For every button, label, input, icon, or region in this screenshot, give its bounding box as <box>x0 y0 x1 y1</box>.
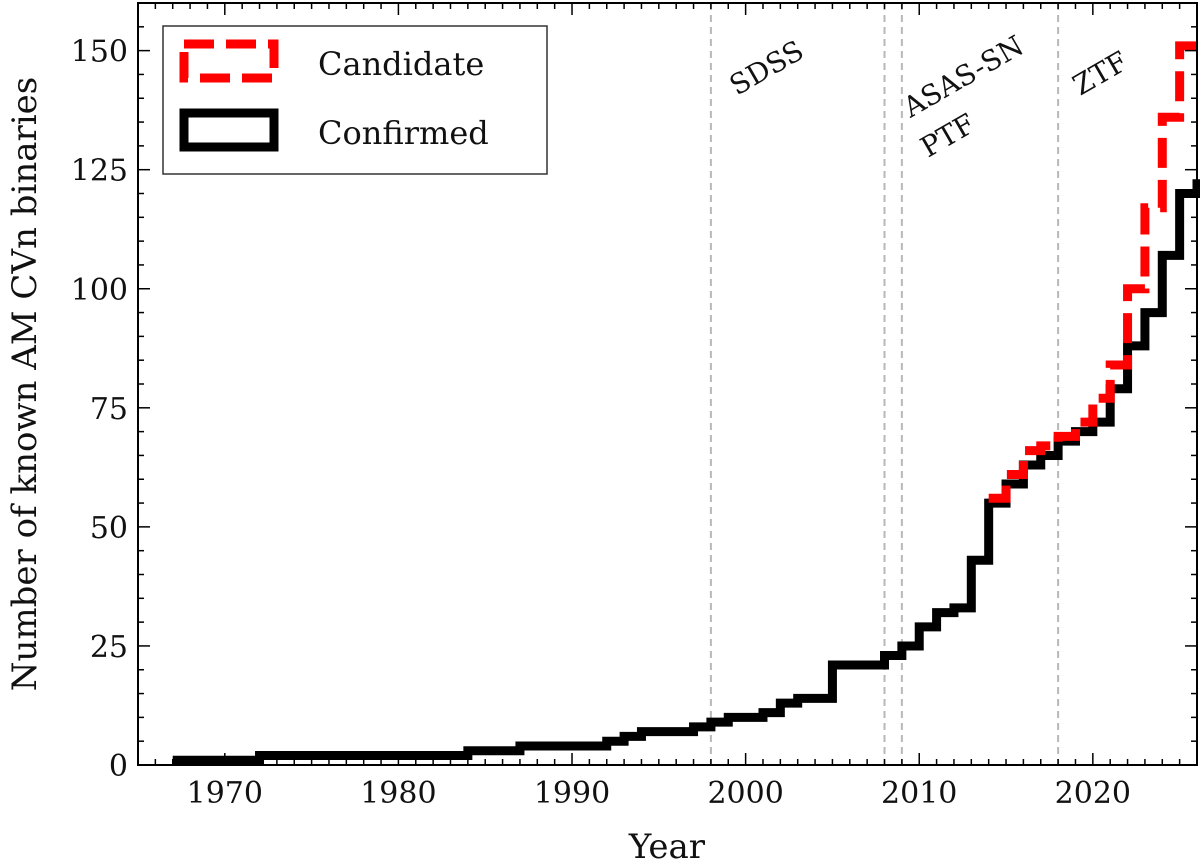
y-tick-label: 0 <box>109 749 128 784</box>
axis-ticks: 1970 1980 1990 2000 2010 2020 0 25 50 75 100 125 150 <box>71 2 1198 811</box>
legend-swatch-candidate <box>179 39 279 83</box>
y-tick-label: 150 <box>71 35 128 70</box>
x-tick-label: 1980 <box>360 776 436 811</box>
x-tick-label: 2000 <box>707 776 783 811</box>
x-tick-label: 1990 <box>534 776 610 811</box>
y-axis-title: Number of known AM CVn binaries <box>5 77 45 691</box>
x-axis-title: Year <box>628 827 706 864</box>
survey-lines <box>709 3 1060 765</box>
y-tick-label: 100 <box>71 273 128 308</box>
series-line-candidate <box>988 41 1200 503</box>
y-tick-label: 50 <box>90 511 128 546</box>
legend-label-candidate: Candidate <box>318 45 484 83</box>
y-tick-label: 125 <box>71 154 128 189</box>
y-tick-label: 25 <box>90 630 128 665</box>
y-tick-label: 75 <box>90 392 128 427</box>
legend: Candidate Confirmed <box>162 25 548 175</box>
x-tick-label: 2010 <box>881 776 957 811</box>
series-line-confirmed <box>172 179 1200 765</box>
series-lines <box>172 41 1200 765</box>
legend-swatch-confirmed <box>179 108 279 152</box>
x-tick-label: 2020 <box>1055 776 1131 811</box>
x-tick-label: 1970 <box>187 776 263 811</box>
legend-label-confirmed: Confirmed <box>318 114 489 152</box>
